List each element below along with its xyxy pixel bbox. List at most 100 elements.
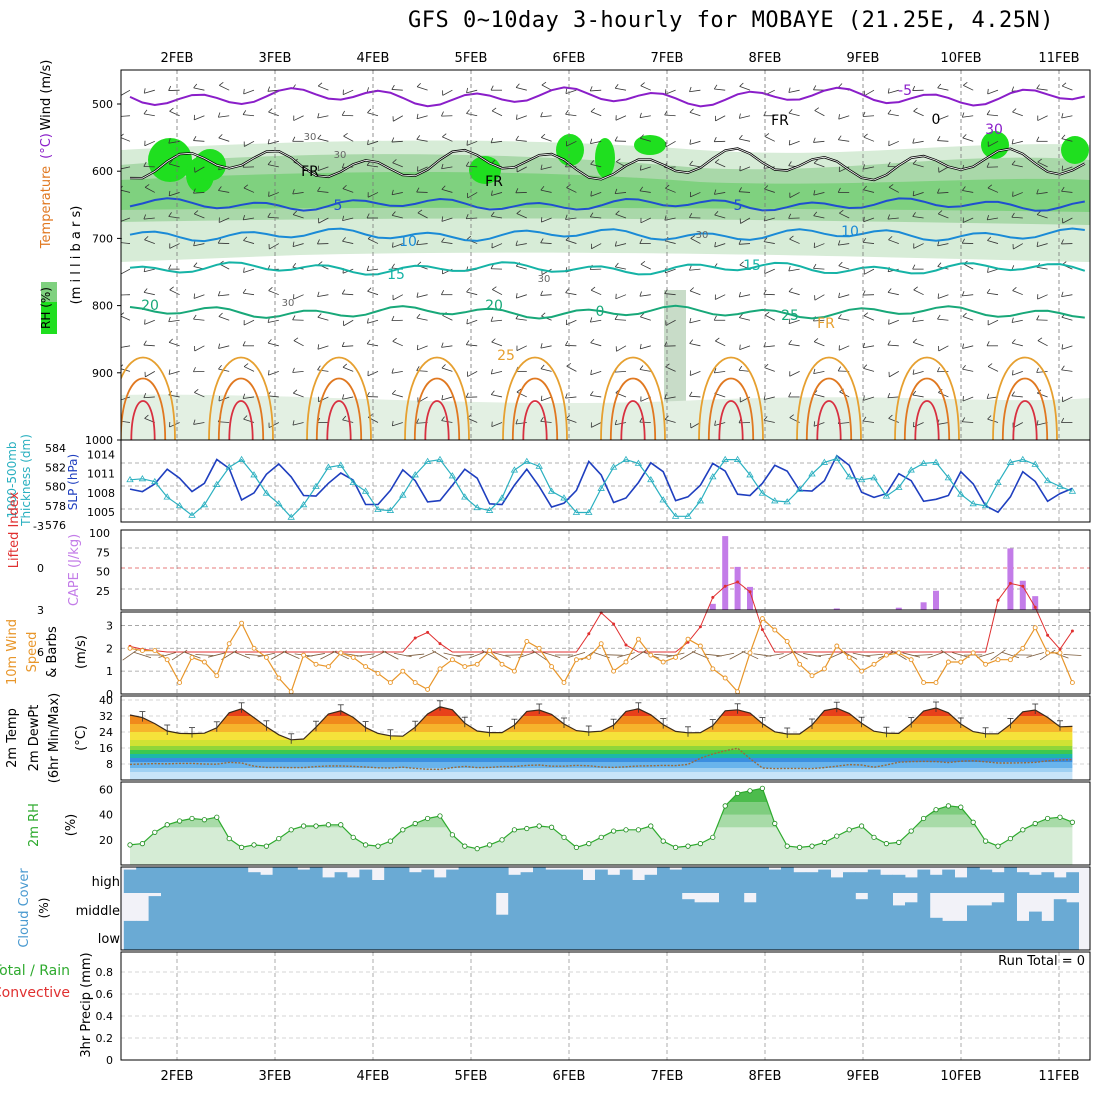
cloud-cell-low (223, 924, 236, 950)
li-ytick: 3 (37, 604, 44, 617)
wind-barb (168, 319, 180, 323)
wind-barb-flag (1036, 210, 1041, 215)
wind-barb-flag (193, 240, 196, 246)
wind-barb-flag (121, 312, 125, 316)
wind-barb (887, 217, 899, 220)
wind-speed-point (933, 680, 939, 686)
wind-barb (540, 166, 552, 170)
cloud-cell-low (421, 924, 435, 950)
cloud-cell-low (619, 924, 633, 950)
wind-barb-flag (491, 338, 496, 343)
warm-contour (306, 356, 372, 440)
wind-barb (1061, 316, 1073, 321)
cloud-cell-middle (347, 893, 360, 924)
wind-barb-flag (590, 286, 596, 291)
wind-barb (168, 370, 180, 375)
wind-barb-flag (465, 214, 469, 219)
wind-barb (441, 166, 453, 170)
wind-barb (739, 166, 751, 172)
rh-point (982, 838, 989, 844)
cloud-cell-high (148, 867, 162, 893)
wind-barb-flag (664, 393, 667, 399)
wind-barb (268, 422, 279, 429)
date-label-bottom: 6FEB (553, 1069, 586, 1084)
thick-ylabel: 1000-500mb (5, 441, 19, 518)
wind-barb-flag (465, 340, 470, 345)
cloud-cell-high (570, 869, 583, 893)
wind-barb (392, 340, 403, 347)
cloud-cell-middle (867, 893, 881, 924)
rh-point (623, 827, 629, 833)
wind-barb-flag (614, 136, 618, 142)
li-point (612, 622, 616, 626)
wind-barb (590, 216, 602, 219)
thickness-point (473, 503, 481, 511)
wind-barb (144, 89, 155, 94)
wind-barb-flag (1061, 344, 1064, 350)
wind-barb (863, 217, 875, 223)
warm-contour (502, 356, 568, 440)
li-point (748, 590, 752, 594)
thickness-point (287, 513, 295, 520)
wind-barb-flag (366, 265, 370, 271)
cloud-cell-low (905, 924, 918, 950)
wind-speed-point (623, 659, 629, 665)
cloud-cell-low (954, 924, 968, 950)
cloud-cell-high (644, 874, 658, 893)
wind-barb-flag (492, 286, 497, 290)
wind-barb-flag (689, 339, 694, 344)
wind-speed-point (301, 652, 307, 658)
wind-speed-point (226, 641, 232, 647)
wind-barb-flag (391, 389, 396, 395)
rh-point (1032, 820, 1038, 827)
cloud-cell-low (309, 924, 323, 950)
rh-point (784, 843, 790, 849)
wind-barb (615, 422, 627, 426)
wind-barb-10m (654, 653, 673, 657)
cloud-cell-middle (905, 902, 918, 924)
cloud-cell-low (433, 924, 447, 950)
wind-barb-flag (887, 392, 891, 398)
thickness-point (709, 473, 717, 480)
cloud-ylabel: Cloud Cover (17, 868, 32, 948)
thickness-point (882, 492, 891, 499)
wind-barb-flag (143, 392, 147, 398)
cloud-cell-low (830, 924, 844, 950)
wind-barb (788, 343, 800, 347)
wind-barb-flag (565, 288, 569, 294)
wind-barb-flag (937, 136, 941, 141)
wind-barb (615, 192, 627, 194)
warm-contour (698, 356, 764, 440)
thickness-point (535, 462, 543, 469)
wind-barb-flag (193, 188, 196, 194)
rh-point (276, 835, 282, 842)
wind-barb-10m (617, 652, 635, 658)
temp-band (130, 772, 1073, 780)
wind-barb (121, 89, 131, 96)
wind-barb-flag (268, 286, 273, 291)
temp-ytick: 40 (99, 694, 113, 707)
wind-barb-flag (1061, 417, 1065, 423)
wind-barb-flag (739, 344, 741, 350)
wind-speed-point (177, 680, 183, 686)
wind-barb (491, 140, 503, 144)
wind-barb-flag (837, 187, 841, 193)
cloud-cell-low (334, 924, 348, 950)
chart-title: GFS 0~10day 3-hourly for MOBAYE (21.25E,… (408, 8, 1055, 33)
warm-contour (121, 356, 176, 440)
cape-ylabel: CAPE (J/kg) (67, 534, 82, 606)
wind-barb (168, 216, 180, 219)
wind-barb (789, 319, 800, 325)
wind-barb-10m (902, 652, 921, 658)
wind-barb (689, 343, 701, 347)
wind-barb-flag (665, 363, 670, 368)
wind-barb-flag (788, 318, 791, 324)
date-label-bottom: 8FEB (749, 1069, 782, 1084)
wind-speed-point (350, 654, 356, 660)
wind-barb (913, 342, 924, 347)
wind-speed-point (536, 645, 542, 651)
wind-barb (121, 345, 131, 348)
wind-barb (937, 243, 949, 247)
wind-barb-flag (1036, 189, 1039, 195)
isotherm-20 (129, 304, 1085, 320)
